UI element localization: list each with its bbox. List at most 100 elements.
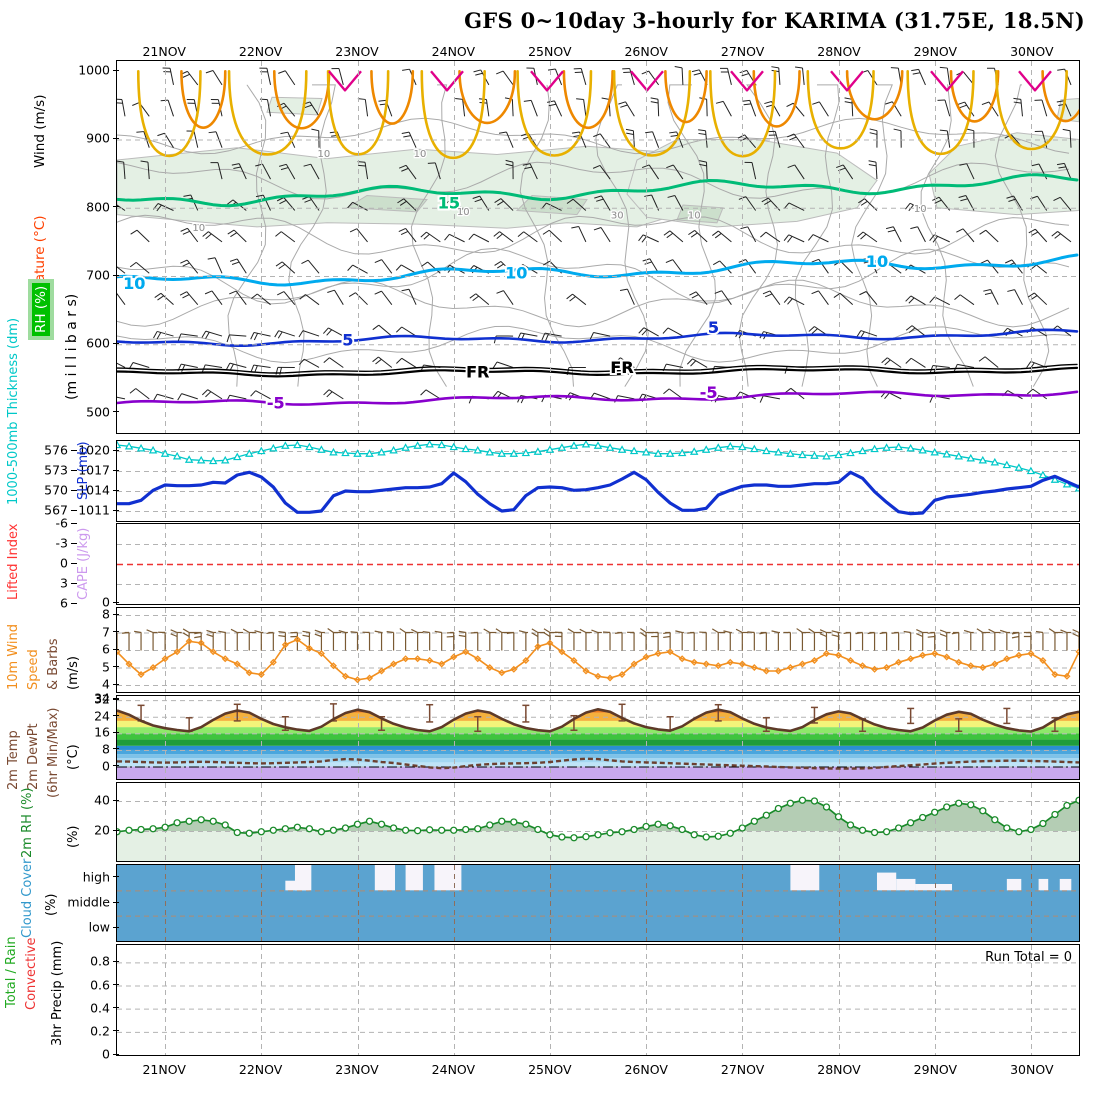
y-tick: 0: [102, 1046, 110, 1062]
contour-label: FR: [466, 363, 489, 382]
contour-label: 10: [123, 274, 145, 293]
date-tick-21nov: 21NOV: [142, 44, 186, 59]
contour-label: FR: [610, 358, 633, 377]
precip-axis-label: 3hr Precip (mm): [50, 940, 65, 1046]
rh-2m-panel[interactable]: [116, 782, 1080, 862]
date-tick-30nov: 30NOV: [1010, 44, 1054, 59]
y-tick: 700: [86, 267, 110, 283]
contour-label: 10: [505, 264, 527, 283]
y-tick-mark: [113, 469, 119, 471]
contour-label: 10: [192, 223, 205, 234]
contour-label: 15: [438, 193, 460, 212]
y-tick-mark: [113, 489, 119, 491]
y-tick: 16: [94, 724, 110, 740]
y-tick: 34: [94, 690, 110, 706]
y-tick: 40: [94, 792, 110, 808]
y-tick: 6: [60, 595, 68, 611]
precip-label-convective: Convective: [24, 937, 39, 1010]
upper-air-panel[interactable]: -5 -5 -5 -5 FR FR FR FR 5 5 5 5 10 10 10 10 10 10 15 15 10 10…: [116, 60, 1080, 434]
cloud-row-label-low: low: [88, 919, 110, 935]
contour-label: 5: [342, 330, 353, 349]
y-tick-mark: [113, 69, 119, 71]
cape-y-axis: 0: [72, 523, 119, 610]
y-tick-mark: [113, 601, 119, 603]
contour-label: 10: [914, 204, 927, 215]
date-tick-26nov: 26NOV: [624, 1062, 668, 1077]
wind-10m-y-axis: 4 5 6 7 8: [72, 606, 119, 693]
contour-label: 5: [708, 318, 719, 337]
y-tick-mark: [113, 648, 119, 650]
y-tick-mark: [113, 411, 119, 413]
y-tick: 32: [94, 691, 110, 707]
temp-2m-y-axis: 0 8 16 24 32 34: [72, 691, 119, 780]
temp-2m-axis-label-a: 2m Temp: [6, 730, 21, 790]
y-tick: -3: [55, 535, 68, 551]
y-tick: 600: [86, 335, 110, 351]
contour-label: 5: [342, 330, 353, 349]
y-tick-mark: [113, 1030, 119, 1032]
precip-panel[interactable]: [116, 944, 1080, 1056]
thickness-axis-label: 1000-500mb Thickness (dm): [6, 317, 21, 505]
cape-lifted-index-panel[interactable]: [116, 523, 1080, 605]
y-tick: 570: [44, 482, 68, 498]
date-tick-29nov: 29NOV: [913, 1062, 958, 1077]
contour-label: 10: [192, 223, 205, 234]
y-tick-mark: [113, 748, 119, 750]
contour-label: 10: [688, 211, 701, 222]
date-tick-25nov: 25NOV: [528, 1062, 572, 1077]
precip-y-axis: 0 0.2 0.4 0.6 0.8: [72, 944, 119, 1062]
y-tick-mark: [71, 522, 77, 524]
cloud-cover-panel[interactable]: [116, 864, 1080, 942]
contour-label: 30: [611, 211, 624, 222]
slp-axis-label: SLP (mb): [76, 441, 91, 500]
date-tick-22nov: 22NOV: [238, 44, 283, 59]
contour-label: FR: [610, 358, 633, 377]
wind-10m-axis-label-d: (m/s): [66, 656, 81, 690]
y-tick-mark: [113, 984, 119, 986]
y-tick-mark: [113, 137, 119, 139]
cloud-cover-unit-label: (%): [44, 893, 59, 917]
contour-label: 10: [317, 149, 330, 160]
cloud-cover-y-axis: high middle low: [62, 864, 119, 942]
contour-label: -5: [700, 383, 718, 402]
contour-label: 5: [708, 318, 719, 337]
y-tick: 1020: [78, 442, 110, 458]
wind-10m-panel[interactable]: [116, 607, 1080, 693]
y-tick: 8: [102, 606, 110, 622]
wind-10m-axis-label-b: Speed: [26, 649, 41, 690]
upper-air-pressure-label: (m i l l i b a r s): [64, 293, 80, 400]
legend-rh-label: RH (%): [32, 282, 50, 336]
y-tick: 0.2: [90, 1023, 110, 1039]
date-tick-21nov: 21NOV: [142, 1062, 186, 1077]
y-tick-mark: [113, 666, 119, 667]
precip-label-total: Total / Rain: [4, 936, 19, 1008]
y-tick: 573: [44, 462, 68, 478]
date-tick-30nov: 30NOV: [1010, 1062, 1054, 1077]
wind-10m-axis-label-c: & Barbs: [46, 638, 61, 690]
y-tick-mark: [113, 926, 119, 928]
slp-thickness-panel[interactable]: [116, 440, 1080, 522]
y-tick-mark: [113, 1053, 119, 1055]
y-tick-mark: [71, 469, 77, 471]
temp-dewpoint-2m-panel[interactable]: [116, 695, 1080, 780]
date-tick-25nov: 25NOV: [528, 44, 572, 59]
y-tick-mark: [71, 582, 77, 584]
y-tick-mark: [71, 602, 77, 604]
contour-label: 10: [123, 274, 145, 293]
y-tick-mark: [113, 876, 119, 878]
y-tick-mark: [113, 509, 119, 511]
y-tick: 6: [102, 641, 110, 657]
y-tick-mark: [113, 274, 119, 276]
y-tick-mark: [113, 697, 119, 699]
contour-label: 10: [688, 211, 701, 222]
temp-2m-axis-label-d: (°C): [66, 744, 81, 770]
y-tick: 4: [102, 676, 110, 692]
y-tick: 3: [60, 575, 68, 591]
date-tick-24nov: 24NOV: [431, 44, 476, 59]
y-tick-mark: [113, 731, 119, 733]
y-tick: 0: [60, 555, 68, 571]
bottom-date-axis: 21NOV 22NOV 23NOV 24NOV 25NOV 26NOV 27NOV 28NOV…: [0, 1062, 1100, 1080]
contour-label: 10: [866, 252, 888, 271]
date-tick-28nov: 28NOV: [817, 44, 861, 59]
date-tick-29nov: 29NOV: [913, 44, 958, 59]
